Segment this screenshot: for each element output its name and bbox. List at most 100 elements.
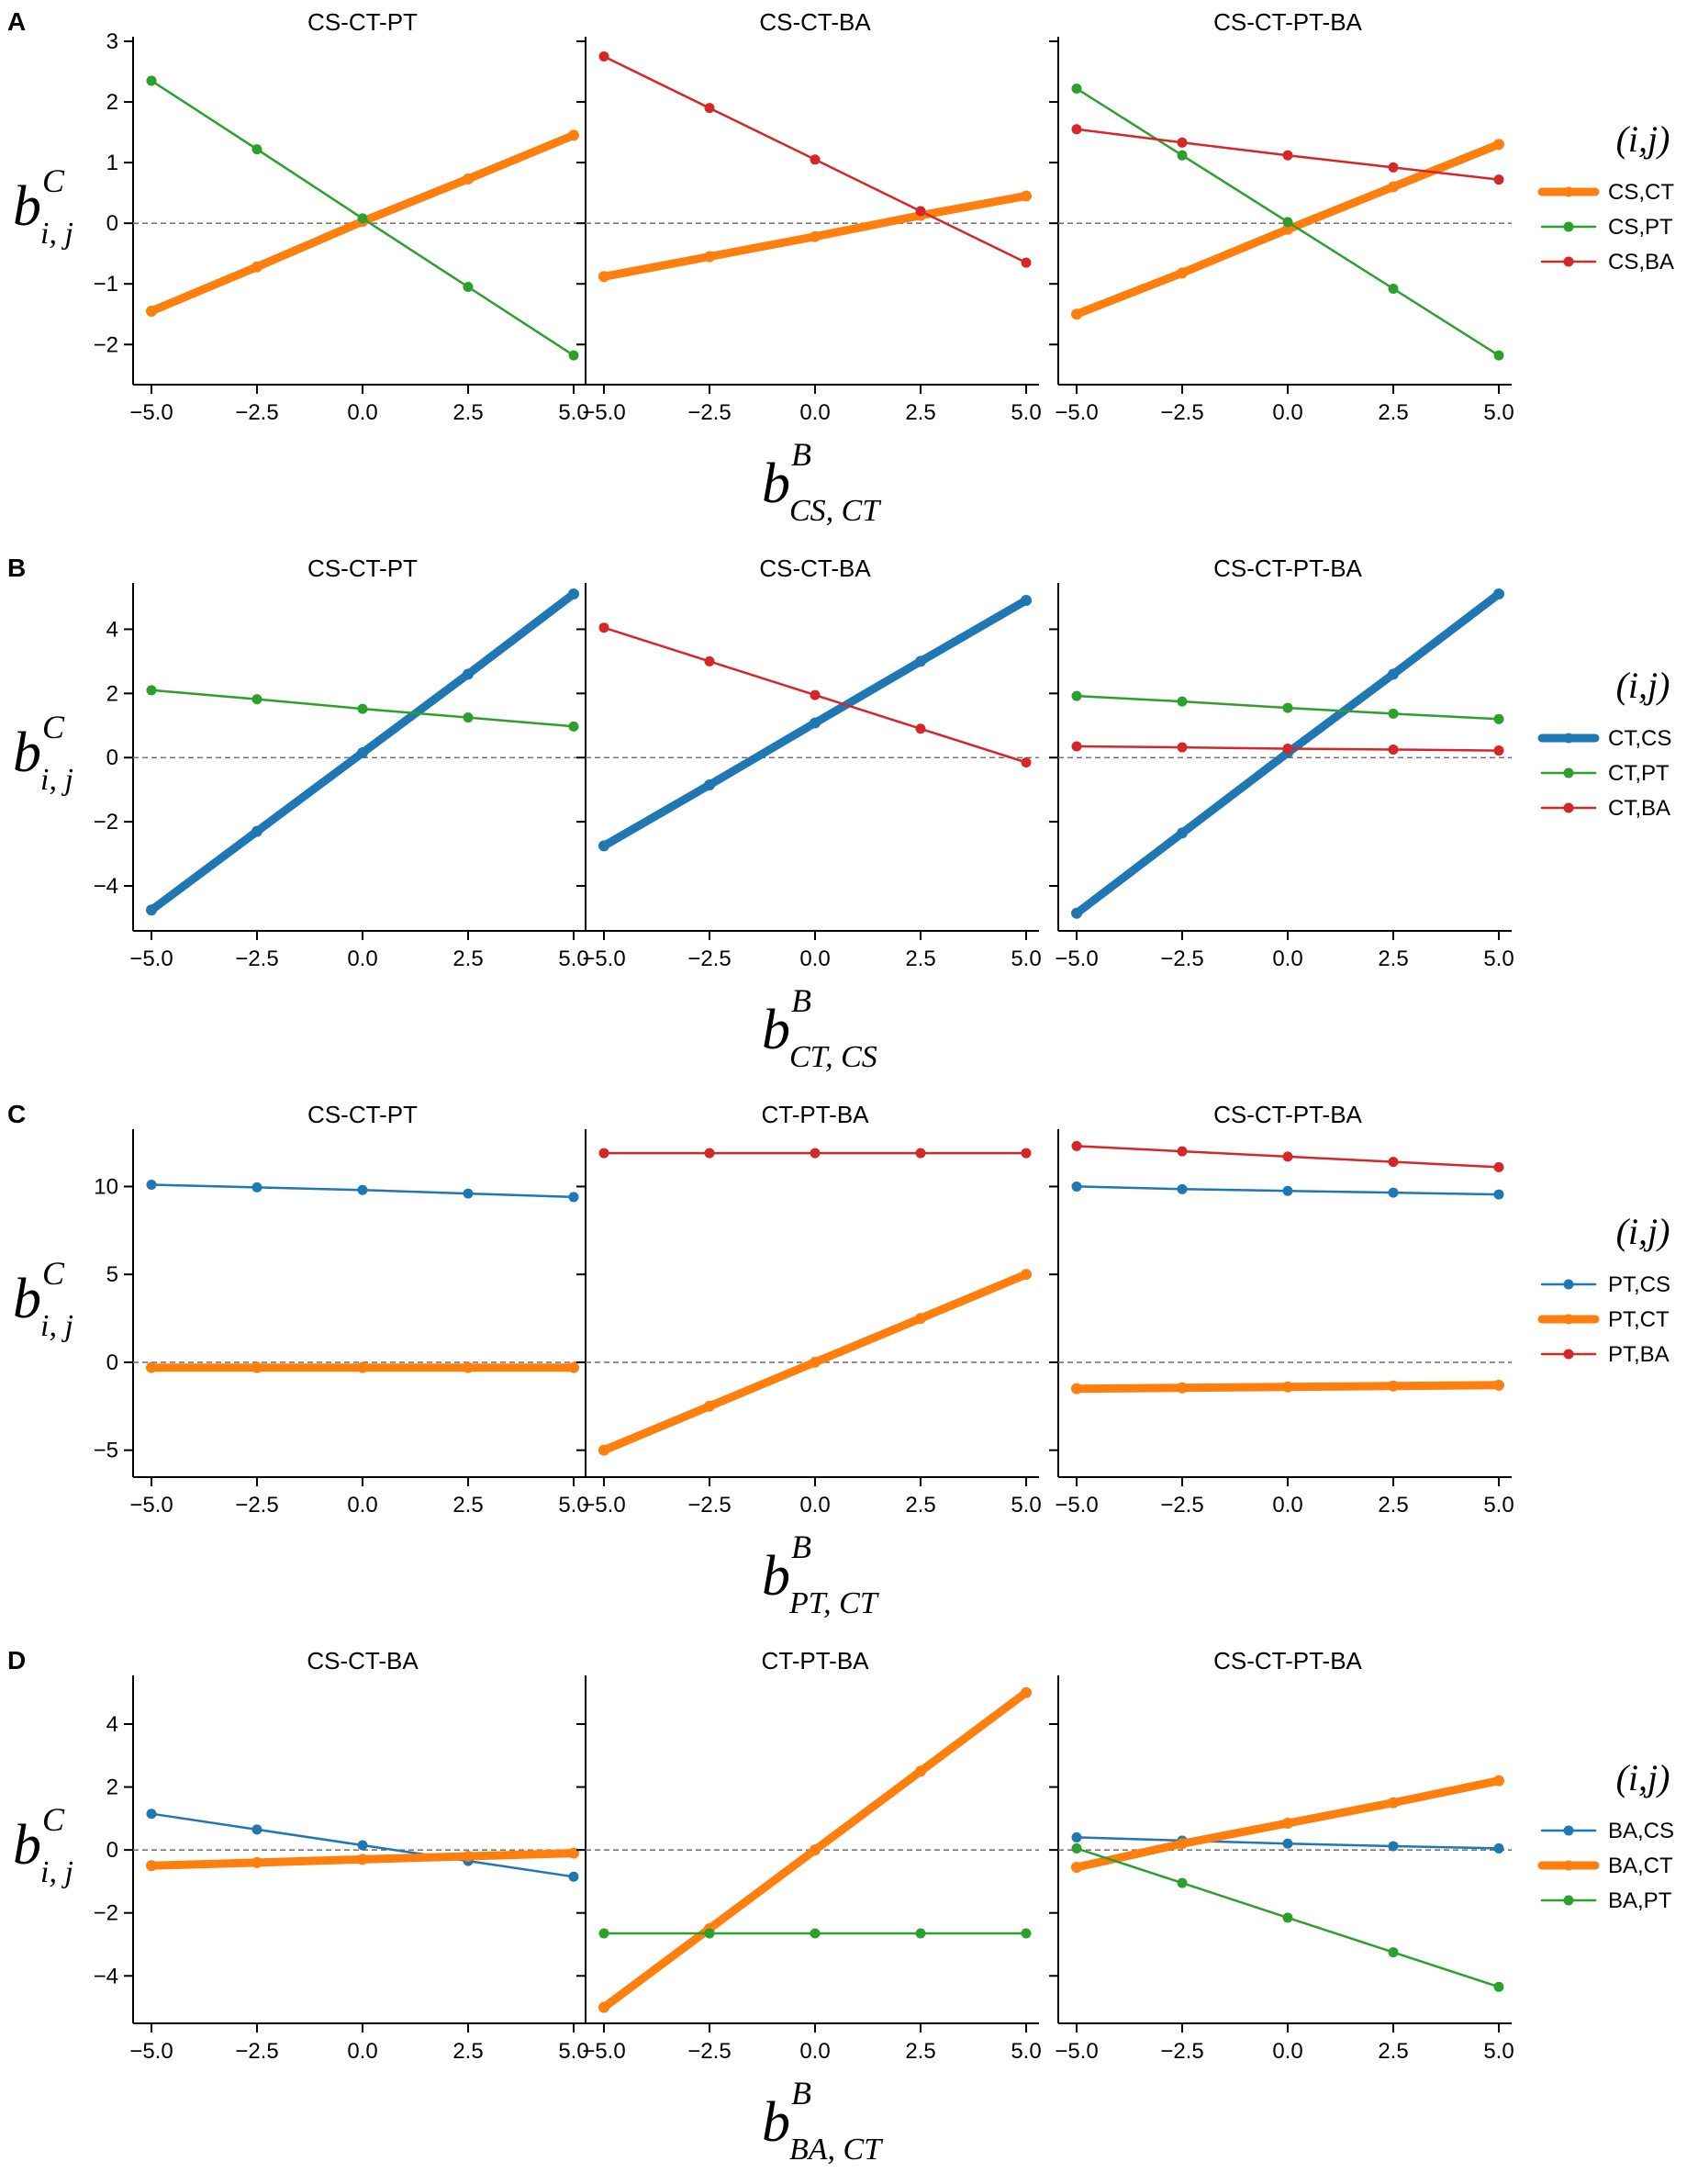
ylabel-base: b xyxy=(13,175,41,238)
x-tick-label: 0.0 xyxy=(347,946,377,971)
data-point xyxy=(1493,174,1504,185)
series-ba-pt xyxy=(598,1928,1032,1939)
series-pt-ct xyxy=(146,1361,579,1373)
data-point xyxy=(598,1928,609,1939)
series-pt-cs xyxy=(146,1180,579,1203)
legend-label: CT,BA xyxy=(1608,796,1670,821)
series-pt-ct xyxy=(1071,1379,1504,1394)
xlabel: b B PT, CT xyxy=(762,1529,879,1620)
data-point xyxy=(1388,1841,1399,1852)
xlabel-sup: B xyxy=(791,436,811,473)
y-tick-label: 0 xyxy=(106,745,118,770)
y-tick-label: −4 xyxy=(94,1964,118,1988)
data-point xyxy=(463,173,474,185)
legend-label: PT,BA xyxy=(1608,1342,1670,1367)
row-label: A xyxy=(7,7,26,36)
data-point xyxy=(1071,1831,1082,1842)
data-point xyxy=(915,1313,926,1325)
data-point xyxy=(146,1361,157,1373)
data-point xyxy=(251,1856,263,1868)
data-point xyxy=(598,51,609,62)
ylabel-base: b xyxy=(13,722,41,784)
data-point xyxy=(568,721,579,732)
data-point xyxy=(251,694,263,705)
data-point xyxy=(915,1928,926,1939)
x-tick-label: −5.0 xyxy=(1055,400,1098,425)
x-tick-label: 5.0 xyxy=(1483,1493,1514,1518)
data-point xyxy=(463,712,474,723)
data-point xyxy=(915,723,926,734)
data-point xyxy=(463,282,474,293)
data-point xyxy=(1177,137,1188,148)
legend-title: (i,j) xyxy=(1616,1757,1670,1798)
panel-title: CT-PT-BA xyxy=(761,1647,869,1674)
x-tick-label: −5.0 xyxy=(129,400,173,425)
legend-title: (i,j) xyxy=(1616,118,1670,160)
legend-label: CS,PT xyxy=(1608,215,1673,240)
data-point xyxy=(251,1182,263,1193)
ylabel: b Ci, j xyxy=(13,1801,73,1889)
xlabel: b B BA, CT xyxy=(762,2075,883,2167)
legend-label: CS,BA xyxy=(1608,250,1674,274)
data-point xyxy=(1021,190,1032,202)
data-point xyxy=(1388,1157,1399,1168)
y-tick-label: 2 xyxy=(106,681,118,706)
legend-label: BA,CS xyxy=(1608,1819,1674,1843)
y-tick-label: 1 xyxy=(106,151,118,175)
series-ct-pt xyxy=(146,685,579,732)
data-point xyxy=(1071,124,1082,135)
data-point xyxy=(1071,907,1082,919)
legend-marker xyxy=(1563,1314,1574,1325)
data-point xyxy=(568,129,579,141)
panel-d-1: CS-CT-BA 4 2 0 −2 −4 −5.0 −2.5 0.0 2.5 5.0 xyxy=(94,1647,589,2064)
data-point xyxy=(704,1400,715,1412)
series-ct-cs xyxy=(598,594,1032,852)
x-tick-label: 5.0 xyxy=(1011,946,1041,971)
xlabel: b B CT, CS xyxy=(762,982,877,1074)
x-tick-label: −5.0 xyxy=(129,1493,173,1518)
x-tick-label: 0.0 xyxy=(799,1493,830,1518)
data-point xyxy=(1177,1382,1188,1394)
series-cs-ba xyxy=(1071,124,1504,185)
data-point xyxy=(598,622,609,633)
series-pt-ba xyxy=(1071,1140,1504,1172)
data-point xyxy=(1493,350,1504,361)
data-point xyxy=(1071,84,1082,95)
ylabel-sub: i, j xyxy=(40,1309,73,1343)
legend-title: (i,j) xyxy=(1616,665,1670,706)
ylabel-sup: C xyxy=(42,1255,65,1292)
data-point xyxy=(1177,742,1188,753)
data-point xyxy=(704,655,715,666)
data-point xyxy=(251,144,263,155)
data-point xyxy=(915,1765,926,1777)
data-point xyxy=(146,75,157,86)
data-point xyxy=(1071,1842,1082,1854)
xlabel-sup: B xyxy=(791,1529,811,1565)
series-ct-cs xyxy=(146,588,579,916)
data-point xyxy=(1493,1379,1504,1391)
x-tick-label: 0.0 xyxy=(1272,946,1302,971)
series-ba-pt xyxy=(1071,1842,1504,1992)
x-tick-label: 2.5 xyxy=(1378,2039,1408,2064)
data-point xyxy=(1282,1818,1293,1829)
legend-marker xyxy=(1563,802,1574,813)
x-tick-label: −5.0 xyxy=(1055,2039,1098,2064)
data-point xyxy=(568,588,579,599)
panel-a-3: CS-CT-PT-BA −5.0 −2.5 0.0 2.5 5.0 xyxy=(1049,8,1514,425)
data-point xyxy=(704,251,715,263)
ylabel: b Ci, j xyxy=(13,162,73,251)
ylabel-sup: C xyxy=(42,1801,65,1838)
panel-c-2: CT-PT-BA −5.0 −2.5 0.0 2.5 5.0 xyxy=(576,1101,1042,1518)
legend: (i,j) PT,CS PT,CT PT,BA xyxy=(1537,1211,1670,1367)
data-point xyxy=(598,2001,609,2013)
legend: (i,j) CT,CS CT,PT CT,BA xyxy=(1537,665,1671,821)
data-point xyxy=(1493,139,1504,151)
x-tick-label: 2.5 xyxy=(1378,946,1408,971)
ylabel-sup: C xyxy=(42,709,65,745)
data-point xyxy=(810,230,821,242)
legend-marker xyxy=(1563,1349,1574,1360)
panel-a-2: CS-CT-BA −5.0 −2.5 0.0 2.5 5.0 xyxy=(576,8,1042,425)
xlabel-base: b xyxy=(762,2091,790,2154)
data-point xyxy=(598,271,609,283)
x-tick-label: 5.0 xyxy=(558,1493,588,1518)
